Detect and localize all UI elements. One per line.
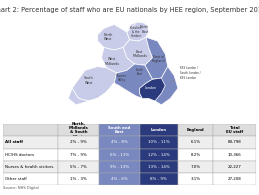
- Text: 6% - 11%: 6% - 11%: [110, 153, 129, 157]
- Text: Nurses & health visitors: Nurses & health visitors: [5, 165, 54, 169]
- FancyBboxPatch shape: [213, 136, 256, 149]
- Polygon shape: [72, 66, 117, 101]
- Text: North
East: North East: [140, 26, 149, 34]
- FancyBboxPatch shape: [59, 136, 99, 149]
- Text: 3.1%: 3.1%: [190, 177, 200, 181]
- FancyBboxPatch shape: [59, 161, 99, 173]
- FancyBboxPatch shape: [140, 149, 178, 161]
- FancyBboxPatch shape: [3, 173, 59, 185]
- Text: 9% - 13%: 9% - 13%: [110, 165, 129, 169]
- Text: 22,227: 22,227: [228, 165, 242, 169]
- Polygon shape: [106, 64, 153, 98]
- Text: 27,208: 27,208: [228, 177, 242, 181]
- Text: HC/HS doctors: HC/HS doctors: [5, 153, 34, 157]
- FancyBboxPatch shape: [213, 124, 256, 136]
- Polygon shape: [127, 22, 149, 41]
- Text: West
Midlands: West Midlands: [104, 57, 119, 66]
- FancyBboxPatch shape: [178, 149, 213, 161]
- Text: Source: NHS Digital: Source: NHS Digital: [3, 186, 38, 191]
- Text: London: London: [151, 128, 167, 132]
- Text: 7% - 9%: 7% - 9%: [70, 153, 87, 157]
- FancyBboxPatch shape: [140, 173, 178, 185]
- Text: North
West: North West: [103, 33, 112, 41]
- Polygon shape: [127, 22, 149, 41]
- FancyBboxPatch shape: [3, 136, 59, 149]
- FancyBboxPatch shape: [59, 149, 99, 161]
- Text: 6.1%: 6.1%: [190, 140, 200, 144]
- Text: England: England: [187, 128, 204, 132]
- FancyBboxPatch shape: [3, 161, 59, 173]
- Text: 5% - 7%: 5% - 7%: [70, 165, 87, 169]
- Text: All staff: All staff: [5, 140, 23, 144]
- FancyBboxPatch shape: [213, 149, 256, 161]
- Text: South
East: South East: [136, 67, 144, 76]
- Text: Thames
Valley: Thames Valley: [116, 74, 127, 82]
- Polygon shape: [140, 78, 165, 101]
- Polygon shape: [68, 88, 106, 105]
- Polygon shape: [123, 37, 153, 65]
- Text: 12% - 14%: 12% - 14%: [148, 153, 170, 157]
- Text: South
West: South West: [84, 76, 93, 85]
- Polygon shape: [102, 47, 135, 73]
- FancyBboxPatch shape: [178, 124, 213, 136]
- Text: 8.2%: 8.2%: [190, 153, 200, 157]
- FancyBboxPatch shape: [99, 173, 140, 185]
- FancyBboxPatch shape: [99, 136, 140, 149]
- FancyBboxPatch shape: [59, 173, 99, 185]
- FancyBboxPatch shape: [178, 136, 213, 149]
- Text: 2% - 9%: 2% - 9%: [70, 140, 87, 144]
- FancyBboxPatch shape: [178, 173, 213, 185]
- Text: 13% - 14%: 13% - 14%: [148, 165, 170, 169]
- FancyBboxPatch shape: [178, 161, 213, 173]
- Text: 10% - 11%: 10% - 11%: [148, 140, 170, 144]
- Text: Yorkshire
& the
Humber: Yorkshire & the Humber: [130, 26, 142, 38]
- FancyBboxPatch shape: [99, 124, 140, 136]
- Text: Other staff: Other staff: [5, 177, 27, 181]
- FancyBboxPatch shape: [140, 161, 178, 173]
- Text: East
Midlands: East Midlands: [132, 50, 147, 58]
- Text: South and
East: South and East: [108, 126, 131, 134]
- Polygon shape: [114, 64, 178, 105]
- FancyBboxPatch shape: [213, 173, 256, 185]
- Text: 8% - 9%: 8% - 9%: [150, 177, 167, 181]
- Text: North,
Midlands
& South
West: North, Midlands & South West: [69, 122, 89, 139]
- Text: London: London: [145, 86, 157, 90]
- Text: 4% - 8%: 4% - 8%: [111, 140, 128, 144]
- FancyBboxPatch shape: [140, 136, 178, 149]
- FancyBboxPatch shape: [3, 124, 59, 136]
- Text: 1% - 3%: 1% - 3%: [70, 177, 87, 181]
- Text: 7.0%: 7.0%: [190, 165, 200, 169]
- Text: East of
England: East of England: [152, 55, 166, 63]
- Text: 10,366: 10,366: [228, 153, 242, 157]
- Polygon shape: [145, 37, 168, 79]
- FancyBboxPatch shape: [99, 161, 140, 173]
- Polygon shape: [98, 25, 130, 50]
- Text: KSS London /
South London /
KSS London: KSS London / South London / KSS London: [169, 66, 201, 83]
- Text: Chart 2: Percentage of staff who are EU nationals by HEE region, September 2016: Chart 2: Percentage of staff who are EU …: [0, 7, 259, 13]
- FancyBboxPatch shape: [99, 149, 140, 161]
- FancyBboxPatch shape: [213, 161, 256, 173]
- Text: 4% - 6%: 4% - 6%: [111, 177, 128, 181]
- FancyBboxPatch shape: [3, 149, 59, 161]
- Text: 89,798: 89,798: [228, 140, 242, 144]
- FancyBboxPatch shape: [140, 124, 178, 136]
- Text: Total
EU staff: Total EU staff: [226, 126, 243, 134]
- FancyBboxPatch shape: [59, 124, 99, 136]
